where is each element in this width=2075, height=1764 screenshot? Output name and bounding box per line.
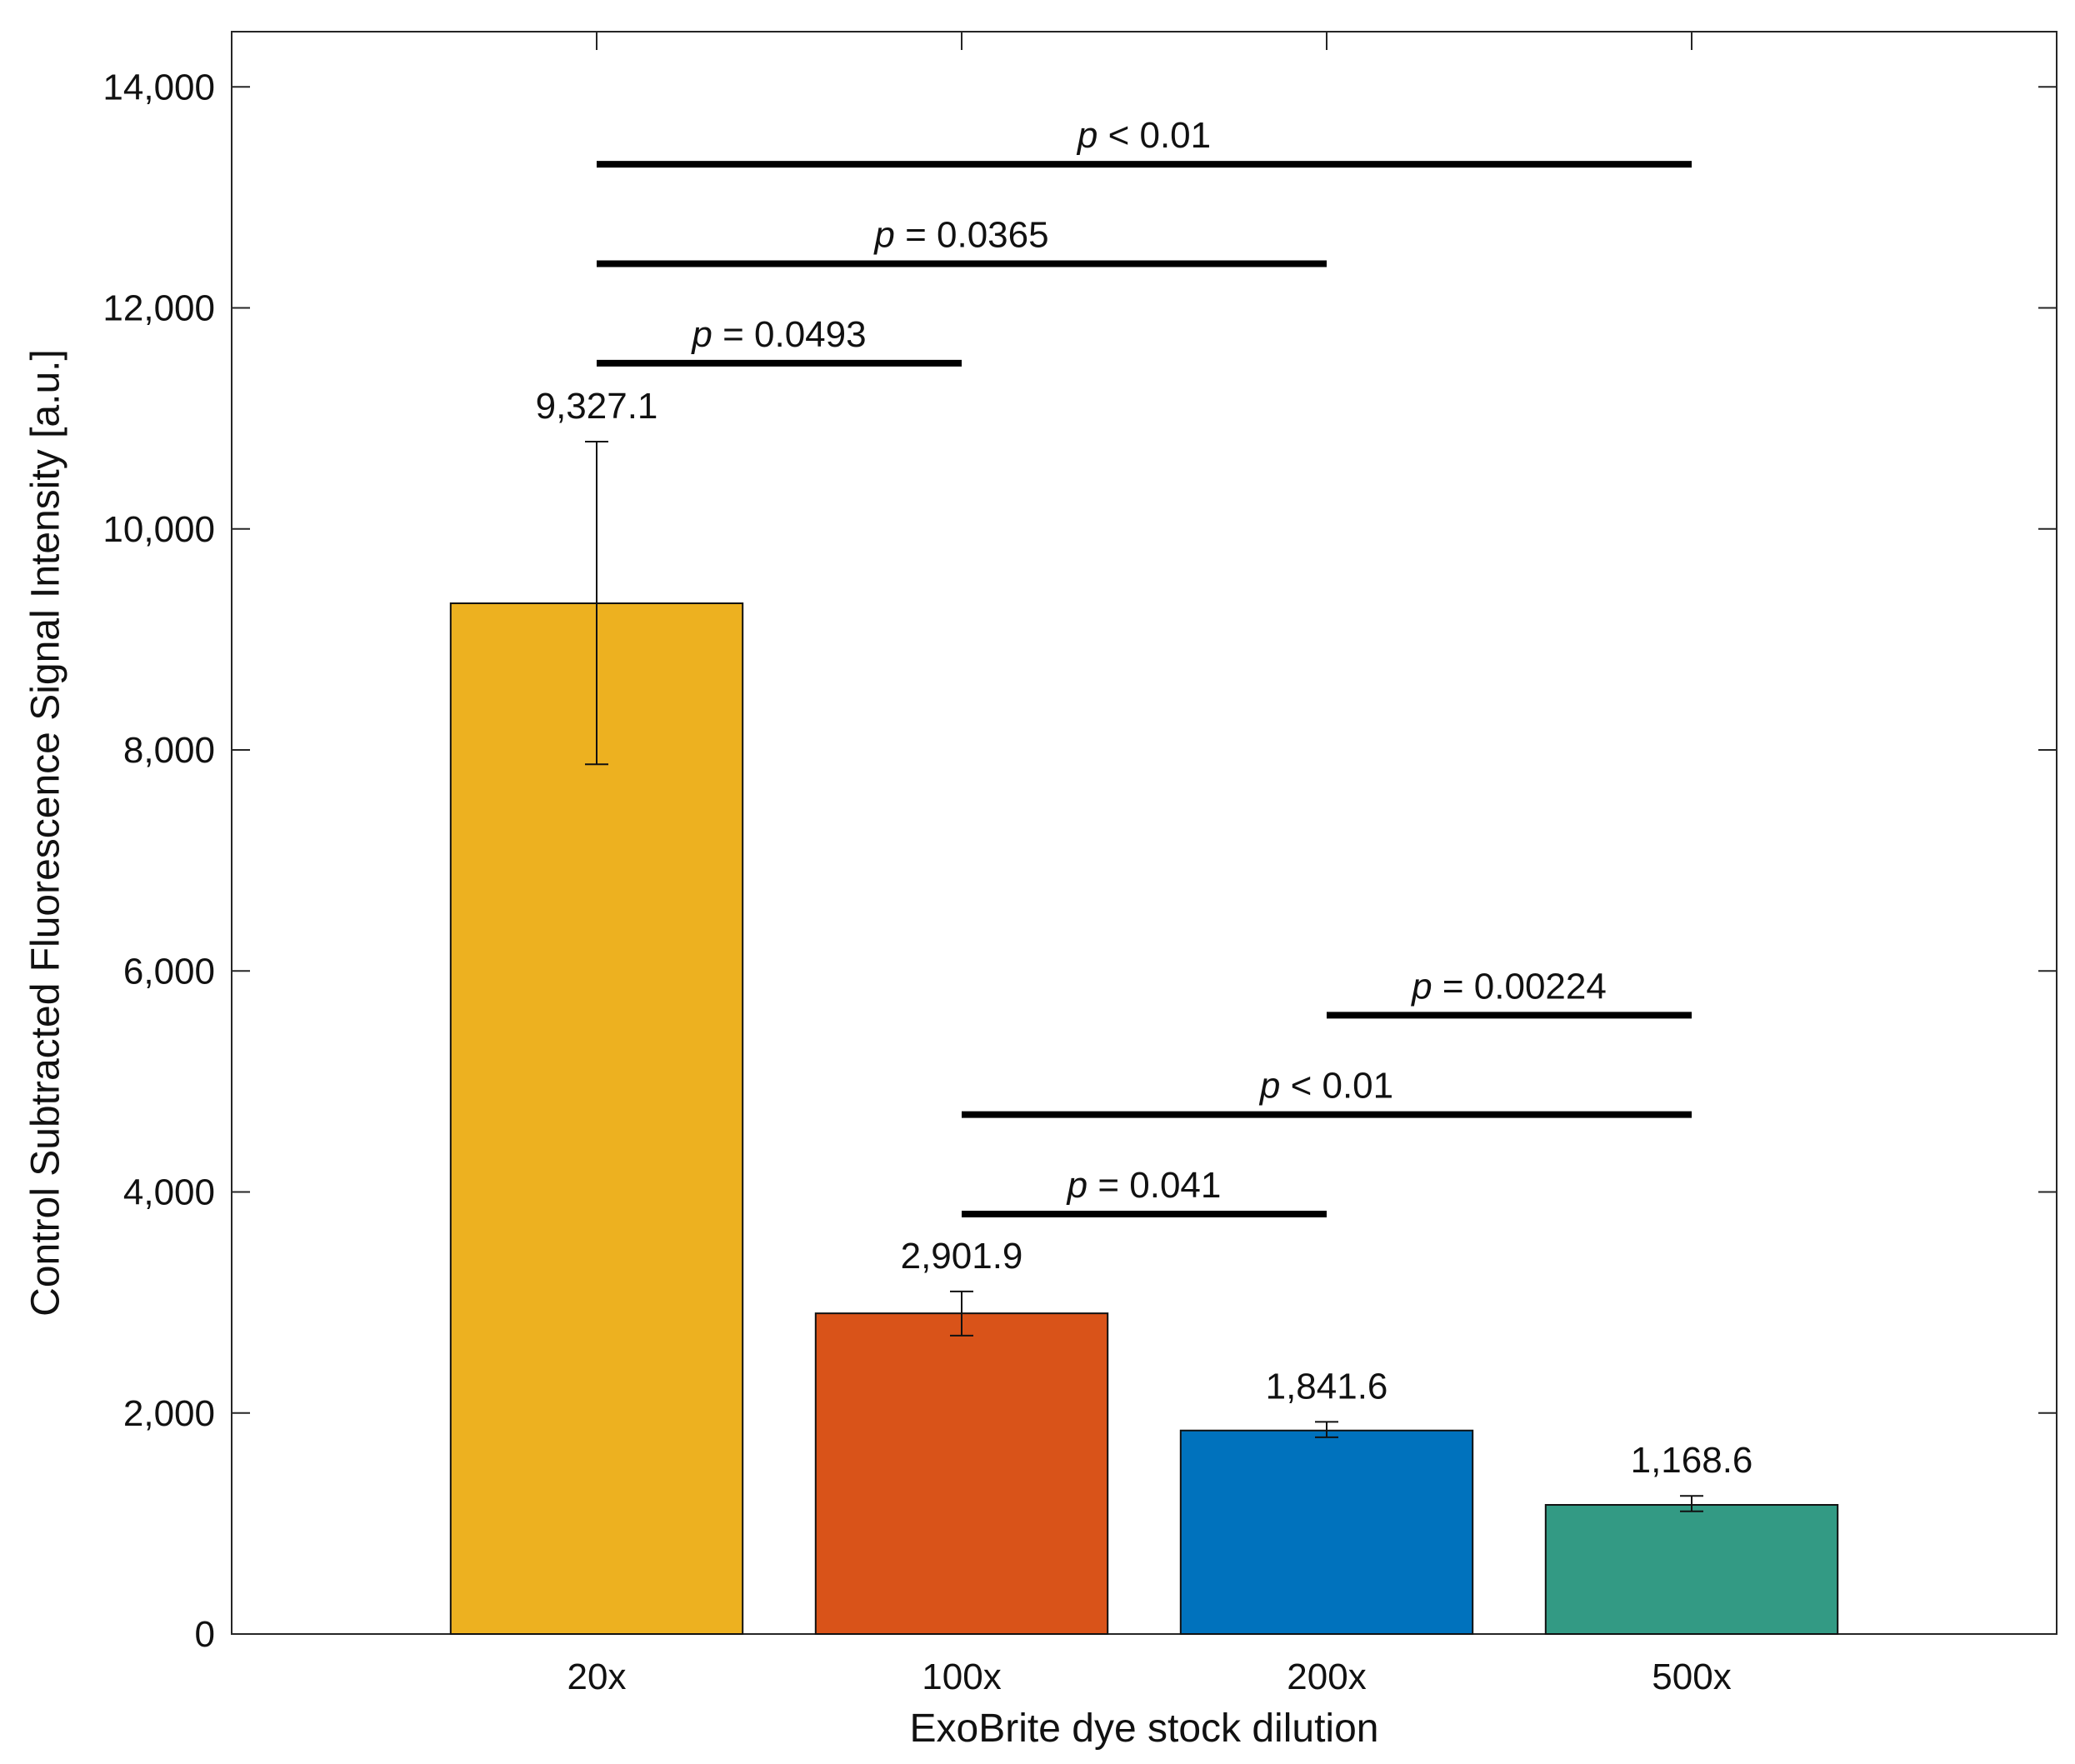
bar-20x bbox=[449, 602, 744, 1635]
data-label: 2,901.9 bbox=[901, 1236, 1023, 1277]
axes: 0 2,000 4,000 6,000 8,000 10,000 12,000 14,000 2… bbox=[102, 31, 2058, 1697]
bar-200x bbox=[1179, 1429, 1474, 1636]
y-tick-label: 8,000 bbox=[123, 730, 215, 771]
y-tick-label: 4,000 bbox=[123, 1172, 215, 1213]
bars bbox=[449, 602, 1839, 1636]
y-axis-title: Control Subtracted Fluorescence Signal I… bbox=[24, 349, 68, 1317]
significance-brackets: p < 0.01 p = 0.0365 p = 0.0493 p = 0.00224 p… bbox=[597, 115, 1692, 1218]
data-label: 9,327.1 bbox=[536, 386, 658, 427]
x-tick-label: 500x bbox=[1652, 1657, 1731, 1697]
y-tick-label: 14,000 bbox=[102, 67, 215, 107]
y-tick-label: 2,000 bbox=[123, 1393, 215, 1434]
axis-titles: ExoBrite dye stock dilution Control Subt… bbox=[24, 349, 1379, 1751]
bar-500x bbox=[1544, 1504, 1839, 1635]
significance-label: p < 0.01 bbox=[1258, 1066, 1393, 1107]
x-tick-label: 100x bbox=[922, 1657, 1001, 1697]
significance-label: p = 0.00224 bbox=[1410, 966, 1607, 1007]
data-label: 1,841.6 bbox=[1266, 1366, 1388, 1407]
significance-label: p = 0.0493 bbox=[690, 314, 866, 355]
y-tick-label: 6,000 bbox=[123, 951, 215, 992]
significance-label: p = 0.0365 bbox=[872, 215, 1048, 256]
x-tick-label: 200x bbox=[1287, 1657, 1366, 1697]
y-tick-label: 12,000 bbox=[102, 288, 215, 329]
significance-label: p < 0.01 bbox=[1076, 115, 1211, 156]
bar-100x bbox=[814, 1312, 1109, 1636]
error-bars bbox=[585, 441, 1703, 1512]
y-tick-label: 0 bbox=[195, 1614, 215, 1655]
y-tick-label: 10,000 bbox=[102, 509, 215, 550]
plot-frame bbox=[231, 31, 2058, 1635]
x-axis-title: ExoBrite dye stock dilution bbox=[910, 1707, 1379, 1751]
x-tick-label: 20x bbox=[568, 1657, 627, 1697]
data-labels: 9,327.1 2,901.9 1,841.6 1,168.6 bbox=[536, 386, 1753, 1481]
significance-label: p = 0.041 bbox=[1066, 1165, 1222, 1206]
data-label: 1,168.6 bbox=[1631, 1440, 1753, 1481]
